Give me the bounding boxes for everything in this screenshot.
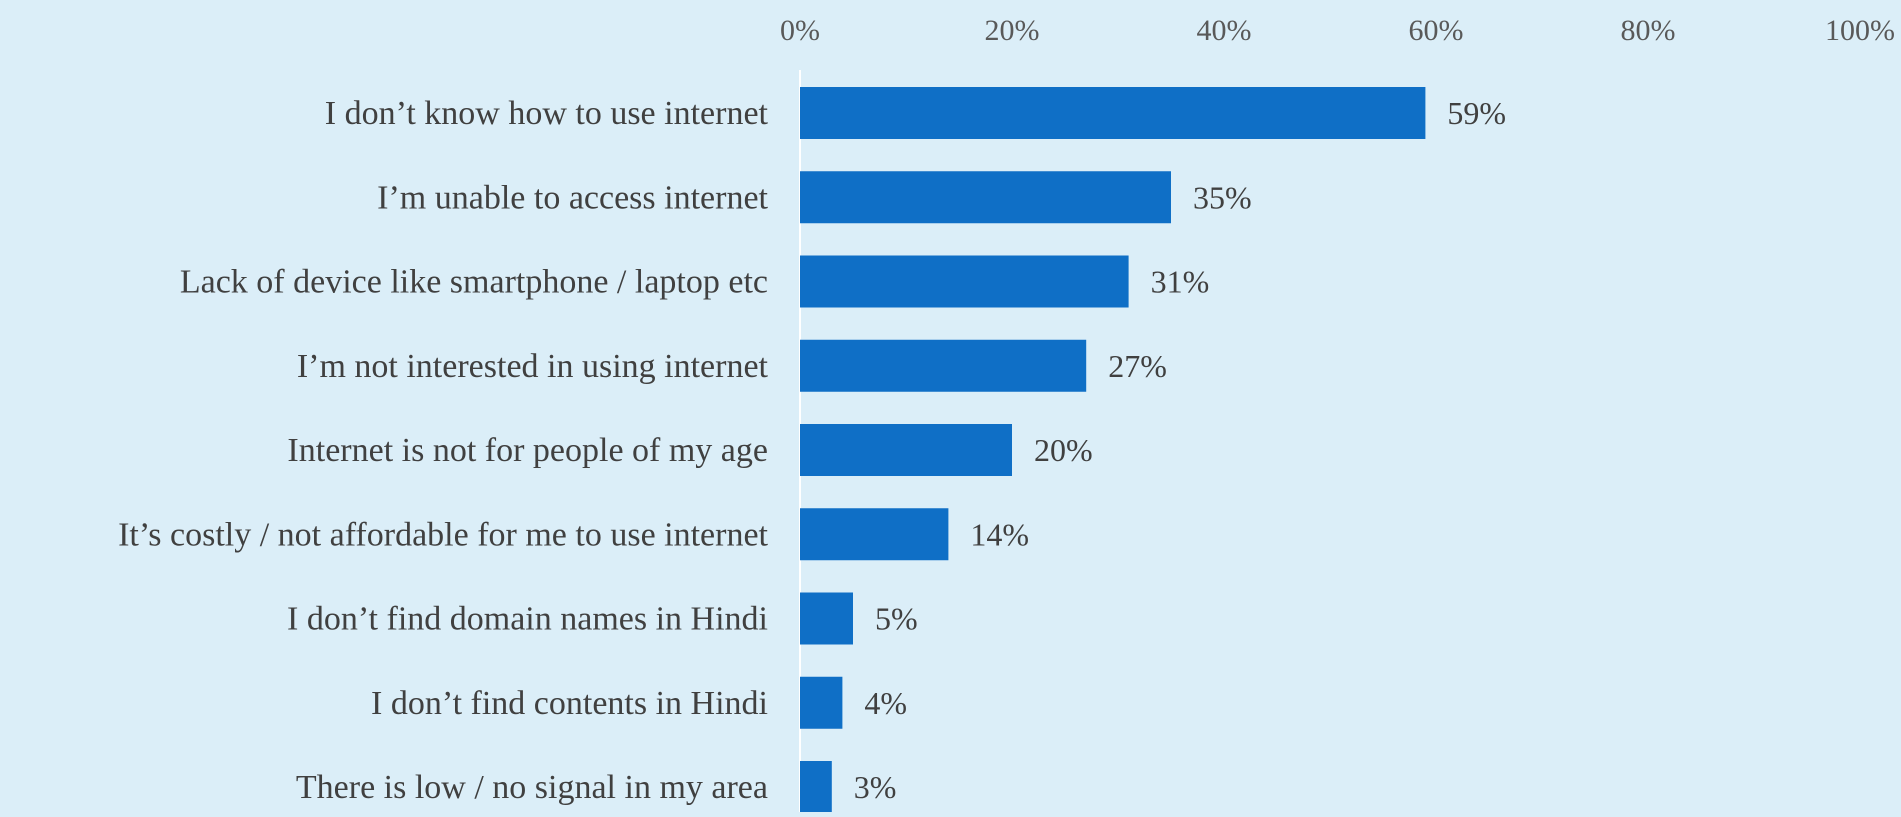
bar — [800, 424, 1012, 476]
category-label: I’m unable to access internet — [377, 179, 768, 216]
x-tick-label: 100% — [1825, 14, 1895, 47]
category-label: I’m not interested in using internet — [297, 348, 769, 385]
bar — [800, 339, 1087, 392]
x-axis-ticks: 0% 20% 40% 60% 80% 100% — [780, 14, 1895, 47]
category-label: It’s costly / not affordable for me to u… — [118, 516, 768, 553]
data-label: 3% — [854, 769, 897, 805]
x-tick-label: 80% — [1621, 14, 1676, 47]
category-label: Lack of device like smartphone / laptop … — [180, 264, 768, 301]
data-label: 5% — [875, 601, 918, 637]
data-label: 20% — [1034, 432, 1093, 468]
bar — [800, 676, 843, 729]
data-label: 4% — [864, 685, 907, 721]
bar — [800, 87, 1426, 139]
x-tick-label: 0% — [780, 14, 820, 47]
category-labels: I don’t know how to use internet I’m unab… — [118, 95, 768, 806]
x-tick-label: 20% — [985, 14, 1040, 47]
bars — [800, 87, 1426, 813]
data-label: 35% — [1193, 179, 1252, 215]
bar — [800, 592, 853, 645]
bar — [800, 255, 1129, 308]
category-label: I don’t know how to use internet — [325, 95, 769, 132]
data-labels: 59% 35% 31% 27% 20% 14% 5% 4% 3% — [854, 95, 1506, 805]
bar — [800, 761, 832, 813]
bar — [800, 171, 1171, 224]
data-label: 27% — [1108, 348, 1167, 384]
category-label: I don’t find contents in Hindi — [371, 685, 768, 722]
data-label: 14% — [970, 516, 1029, 552]
category-label: I don’t find domain names in Hindi — [287, 601, 768, 638]
x-tick-label: 60% — [1409, 14, 1464, 47]
category-label: Internet is not for people of my age — [287, 432, 768, 469]
category-label: There is low / no signal in my area — [296, 769, 768, 806]
data-label: 59% — [1447, 95, 1506, 131]
bar — [800, 508, 949, 561]
data-label: 31% — [1151, 264, 1210, 300]
x-tick-label: 40% — [1197, 14, 1252, 47]
